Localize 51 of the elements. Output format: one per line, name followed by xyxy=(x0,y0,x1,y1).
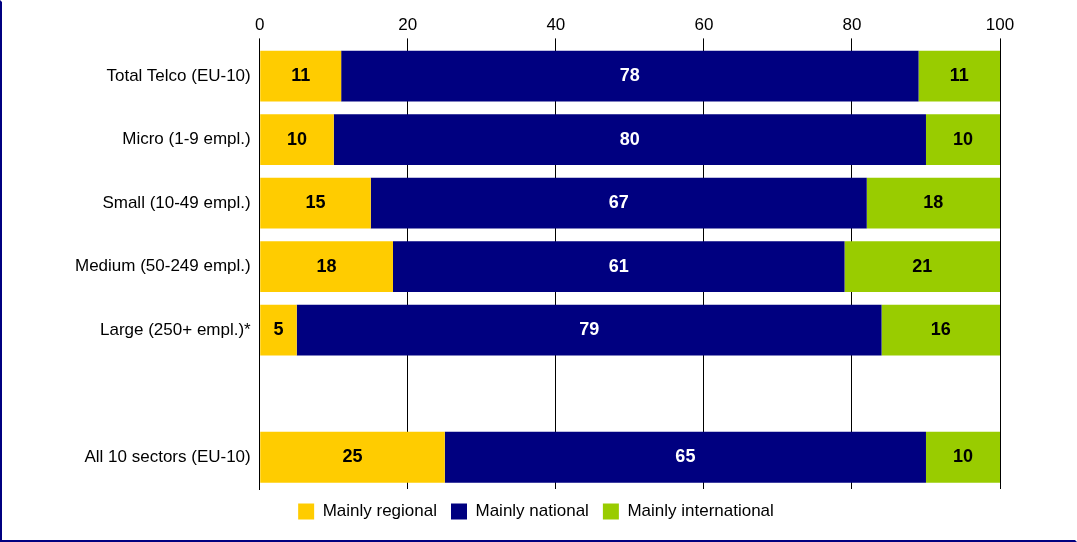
x-tick-label: 100 xyxy=(985,14,1015,34)
data-label: 67 xyxy=(608,192,629,213)
bar xyxy=(925,431,1000,483)
bar xyxy=(260,114,334,166)
bar xyxy=(925,114,1000,166)
bar xyxy=(260,304,297,356)
data-label: 15 xyxy=(305,192,326,213)
bar xyxy=(296,304,882,356)
bar xyxy=(844,241,1000,293)
data-label: 25 xyxy=(342,446,363,467)
y-tick-label: Large (250+ empl.)* xyxy=(100,319,252,339)
bar xyxy=(918,50,1000,102)
x-tick-label: 60 xyxy=(694,14,714,34)
x-tick-label: 0 xyxy=(255,14,265,34)
data-label: 5 xyxy=(273,319,284,340)
bar xyxy=(341,50,919,102)
bar xyxy=(260,431,445,483)
data-label: 18 xyxy=(316,255,337,276)
legend-label: Mainly international xyxy=(627,501,774,521)
x-tick-label: 80 xyxy=(842,14,862,34)
bar xyxy=(444,431,926,483)
y-tick-label: Total Telco (EU-10) xyxy=(106,65,251,85)
y-tick-label: All 10 sectors (EU-10) xyxy=(84,446,251,466)
y-tick-label: Medium (50-249 empl.) xyxy=(74,256,251,276)
data-label: 11 xyxy=(291,65,311,86)
data-label: 21 xyxy=(912,255,933,276)
legend-label: Mainly national xyxy=(475,501,589,521)
bar xyxy=(392,241,845,293)
data-label: 11 xyxy=(949,65,969,86)
data-label: 10 xyxy=(952,446,973,467)
bar xyxy=(260,177,371,229)
data-label: 80 xyxy=(619,128,640,149)
data-label: 65 xyxy=(675,446,696,467)
bar xyxy=(370,177,867,229)
bar xyxy=(333,114,926,166)
y-tick-label: Micro (1-9 empl.) xyxy=(122,129,251,149)
bar xyxy=(260,241,393,293)
data-label: 10 xyxy=(286,128,308,149)
data-label: 16 xyxy=(930,319,951,340)
data-label: 79 xyxy=(579,319,600,340)
data-label: 78 xyxy=(619,65,640,86)
y-tick-label: Small (10-49 empl.) xyxy=(102,192,251,212)
bar xyxy=(866,177,1000,229)
data-label: 61 xyxy=(608,255,629,276)
data-label: 18 xyxy=(923,192,944,213)
bar xyxy=(260,50,342,102)
data-label: 10 xyxy=(952,128,973,149)
x-tick-label: 20 xyxy=(398,14,418,34)
bar xyxy=(881,304,1000,356)
x-tick-label: 40 xyxy=(546,14,566,34)
legend-label: Mainly regional xyxy=(322,501,437,521)
